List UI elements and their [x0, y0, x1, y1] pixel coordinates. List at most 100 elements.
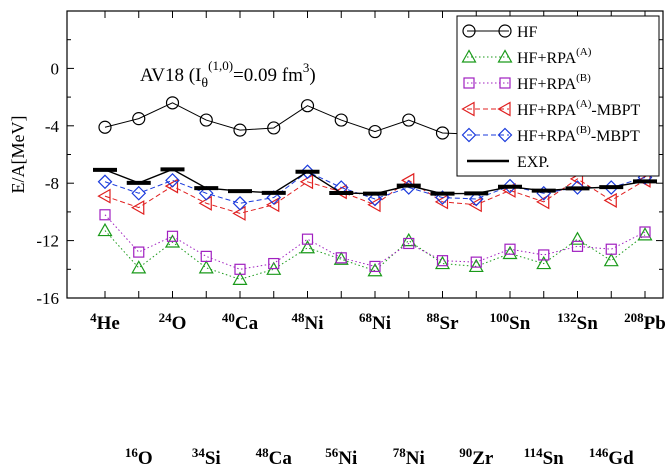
- series-2: [99, 209, 651, 275]
- data-point: [571, 240, 584, 252]
- element-symbol: Zr: [472, 448, 494, 469]
- x-tick-label: 114Sn: [524, 445, 564, 469]
- legend-marker: [497, 127, 513, 143]
- element-symbol: Sn: [577, 313, 599, 334]
- series-line: [104, 214, 646, 270]
- mass-number: 56: [325, 445, 339, 460]
- data-point: [198, 260, 214, 274]
- data-point: [199, 113, 213, 127]
- data-point: [368, 124, 382, 139]
- legend-marker: [461, 49, 477, 63]
- y-tick-label: -16: [36, 289, 59, 308]
- annotation-close: ): [309, 65, 315, 86]
- x-tick-label: 90Zr: [459, 445, 494, 469]
- x-tick-label: 40Ca: [222, 310, 259, 334]
- legend-series-name: HF+RPA: [517, 76, 577, 93]
- data-point: [502, 245, 518, 260]
- data-point: [570, 180, 585, 195]
- annotation-value: =0.09 fm: [233, 65, 303, 86]
- legend-series-name: HF+RPA: [517, 102, 577, 119]
- legend-series-name: HF: [517, 24, 538, 41]
- legend: HFHF+RPA(A)HF+RPA(B)HF+RPA(A)-MBPTHF+RPA…: [456, 15, 660, 177]
- data-point: [335, 252, 347, 264]
- element-symbol: Si: [205, 448, 221, 469]
- x-tick-label: 34Si: [192, 445, 221, 469]
- legend-marker: [499, 77, 511, 89]
- data-point: [300, 99, 315, 113]
- mass-number: 34: [192, 445, 206, 460]
- x-tick-label: 78Ni: [393, 445, 425, 469]
- x-tick-label: 100Sn: [490, 310, 531, 334]
- data-point: [468, 197, 482, 213]
- data-point: [569, 231, 586, 245]
- data-point: [267, 121, 281, 135]
- element-symbol: Sr: [440, 313, 460, 334]
- legend-marker: [463, 77, 475, 89]
- data-point: [299, 240, 316, 254]
- data-point: [502, 178, 518, 194]
- x-tick-label: 208Pb: [624, 310, 666, 334]
- mass-number: 78: [393, 445, 407, 460]
- legend-series-name: HF+RPA: [517, 128, 577, 145]
- annotation-superscript: (1,0): [208, 58, 233, 73]
- data-point: [97, 222, 113, 237]
- data-point: [369, 260, 381, 273]
- annotation-subscript: θ: [201, 76, 208, 91]
- legend-series-superscript: (A): [576, 46, 592, 58]
- data-point: [538, 249, 550, 261]
- data-point: [300, 164, 315, 180]
- data-point: [131, 185, 147, 201]
- legend-series-suffix: -MBPT: [591, 102, 640, 119]
- series-3: [97, 171, 651, 221]
- element-symbol: Ca: [269, 448, 293, 469]
- mass-number: 100: [490, 310, 510, 325]
- data-point: [232, 195, 248, 211]
- x-tick-label: 16O: [125, 445, 153, 469]
- y-tick-label: 0: [51, 59, 60, 78]
- legend-label: HF+RPA(B): [517, 72, 591, 93]
- data-point: [232, 205, 246, 221]
- series-line: [104, 178, 646, 214]
- y-tick-label: -8: [45, 174, 59, 193]
- mass-number: 40: [222, 310, 235, 325]
- data-point: [367, 263, 383, 277]
- legend-label: EXP.: [517, 154, 549, 171]
- legend-item: EXP.: [467, 154, 549, 171]
- mass-number: 48: [256, 445, 270, 460]
- data-point: [165, 96, 180, 110]
- element-symbol: O: [138, 448, 153, 469]
- mass-number: 24: [159, 310, 173, 325]
- mass-number: 208: [624, 310, 644, 325]
- data-point: [233, 123, 247, 137]
- mass-number: 68: [359, 310, 373, 325]
- mass-number: 4: [90, 310, 97, 325]
- series-line: [104, 171, 646, 204]
- data-point: [402, 113, 416, 127]
- legend-series-name: HF+RPA: [517, 50, 577, 67]
- mass-number: 132: [557, 310, 577, 325]
- x-axis: 4He 24O 40Ca 48Ni 68Ni 88Sr 100Sn 132Sn 208Pb16O…: [90, 11, 666, 469]
- data-point: [470, 256, 482, 268]
- data-point: [99, 209, 111, 221]
- data-point: [166, 230, 179, 242]
- legend-label: HF+RPA(A): [517, 46, 592, 67]
- legend-series-suffix: -MBPT: [591, 128, 640, 145]
- mass-number: 90: [459, 445, 472, 460]
- legend-series-name: EXP.: [517, 154, 549, 171]
- x-tick-label: 48Ca: [256, 445, 293, 469]
- legend-marker: [461, 127, 477, 143]
- data-point: [198, 185, 214, 201]
- y-tick-label: -4: [45, 117, 60, 136]
- data-point: [468, 258, 484, 273]
- data-point: [434, 194, 449, 210]
- data-point: [434, 255, 451, 270]
- series-line: [104, 230, 646, 280]
- data-point: [639, 226, 651, 238]
- mass-number: 114: [524, 445, 543, 460]
- legend-item: HF: [462, 24, 538, 41]
- y-tick-label: -12: [36, 232, 59, 251]
- data-point: [266, 197, 280, 213]
- legend-label: HF+RPA(A)-MBPT: [517, 98, 641, 119]
- element-symbol: Ni: [406, 448, 425, 469]
